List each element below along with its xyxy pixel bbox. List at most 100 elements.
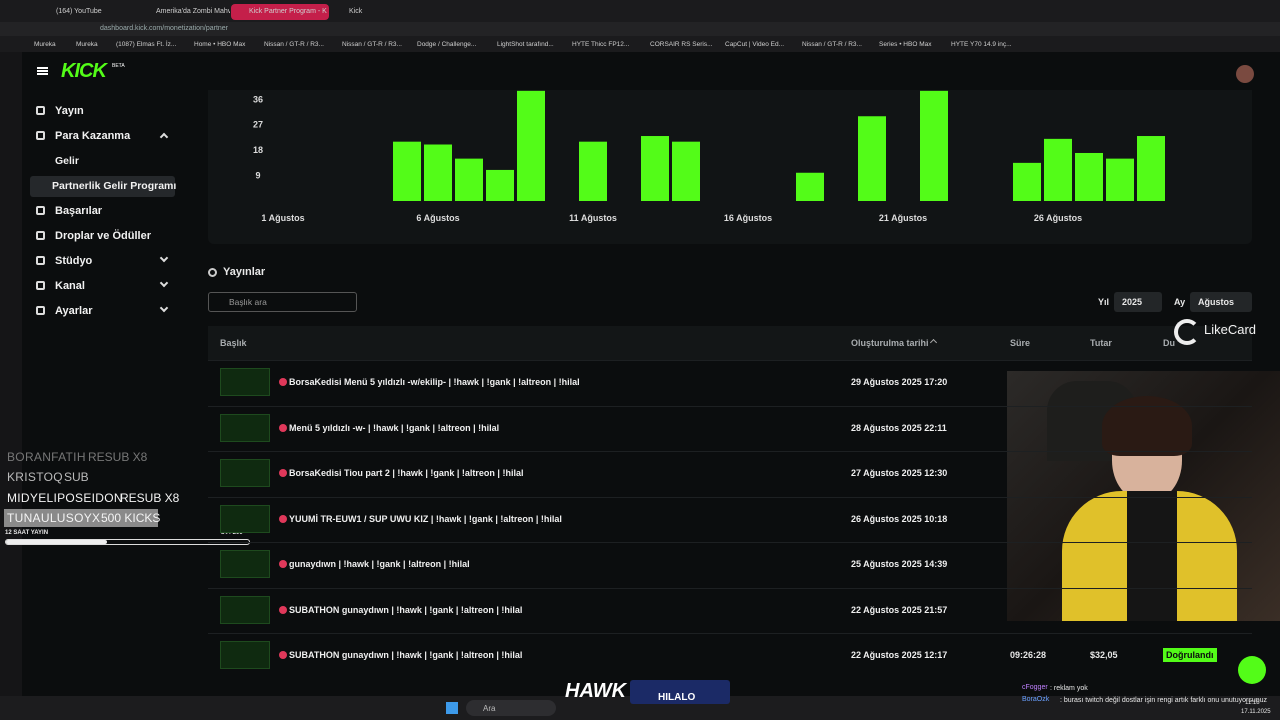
status-badge: Doğrulandı [1163, 648, 1217, 662]
bookmark[interactable]: Nissan / GT-R / R3... [802, 41, 862, 48]
row-divider [208, 405, 1252, 407]
stream-title[interactable]: SUBATHON gunaydıwn | !hawk | !gank | !al… [289, 604, 523, 615]
year-value: 2025 [1122, 297, 1143, 307]
thumbnail[interactable] [220, 595, 270, 624]
thumbnail[interactable] [220, 550, 270, 578]
nav-item[interactable]: Droplar ve Ödüller [55, 230, 151, 242]
bookmark[interactable]: CORSAIR RS Seris... [650, 41, 713, 48]
month-label: Ay [1174, 297, 1186, 307]
avatar[interactable] [1236, 65, 1254, 83]
row-divider [208, 496, 1252, 498]
chevron[interactable] [159, 303, 169, 313]
thumbnail[interactable] [220, 368, 270, 396]
thumbnail[interactable] [220, 459, 270, 487]
alert-type: RESUB X8 [120, 490, 180, 505]
y-tick-label: 18 [253, 145, 263, 155]
nav-icon [36, 306, 45, 315]
hawk-logo: HAWK [565, 680, 627, 702]
month-value: Ağustos [1198, 297, 1234, 307]
bar [455, 158, 483, 201]
thumbnail[interactable] [220, 413, 270, 442]
bookmark[interactable]: HYTE Y70 14.9 inç... [951, 41, 1012, 48]
beta-badge: BETA [112, 63, 125, 69]
x-tick-label: 21 Ağustos [879, 213, 927, 223]
tab[interactable]: Kick Partner Program - K [231, 4, 329, 20]
tab[interactable]: (164) YouTube [56, 8, 102, 15]
stream-title[interactable]: gunaydıwn | !hawk | !gank | !altreon | !… [289, 559, 470, 569]
likecard: LikeCard [1204, 322, 1257, 337]
x-tick-label: 1 Ağustos [261, 213, 304, 223]
nav-icon [36, 281, 45, 290]
live-dot [279, 605, 287, 614]
alert-bg [4, 508, 158, 527]
row-divider [208, 633, 1252, 634]
bookmark[interactable]: Mureka [76, 41, 98, 48]
menu-icon[interactable] [37, 67, 48, 75]
taskbar-search[interactable] [466, 700, 556, 716]
alert-name: KRISTOQ [7, 470, 63, 485]
bookmark[interactable]: Dodge / Challenge... [417, 41, 477, 48]
help-button[interactable] [1238, 656, 1266, 684]
stream-title[interactable]: BorsaKedisi Menü 5 yıldızlı -w/ekilip- |… [289, 377, 580, 387]
bookmark[interactable]: Series • HBO Max [879, 41, 932, 48]
live-dot [279, 423, 287, 432]
bar [1075, 152, 1103, 201]
date: 17.11.2025 [1241, 709, 1271, 715]
stream-title[interactable]: YUUMİ TR-EUW1 / SUP UWU KIZ | !hawk | !g… [289, 513, 562, 524]
column-header[interactable]: Süre [1010, 338, 1031, 348]
chevron[interactable] [159, 278, 169, 288]
nav-item[interactable]: Ayarlar [55, 305, 93, 317]
bookmark[interactable]: CapCut | Video Ed... [725, 41, 785, 48]
alert-type: 500 KICKS [101, 510, 161, 525]
alert-type: RESUB X8 [88, 450, 148, 464]
stream-title[interactable]: Menü 5 yıldızlı -w- | !hawk | !gank | !a… [289, 422, 500, 433]
kick-header [22, 52, 1280, 90]
bookmarks-bar [0, 36, 1280, 52]
tab[interactable]: Amerika'da Zombi Mahv [156, 8, 230, 15]
nav-icon [36, 106, 45, 115]
bookmark[interactable]: Mureka [34, 41, 56, 48]
year-select[interactable] [1114, 292, 1162, 312]
column-header[interactable]: Başlık [220, 338, 247, 348]
chat-message: : burası twitch değil dostlar işin rengi… [1060, 697, 1267, 704]
stream-date: 26 Ağustos 2025 10:18 [851, 513, 948, 524]
live-dot [279, 469, 287, 477]
nav-item[interactable]: Başarılar [55, 205, 103, 217]
bar [920, 90, 948, 201]
bookmark[interactable]: LightShot tarafınd... [497, 41, 554, 48]
bookmark[interactable]: HYTE Thicc FP12... [572, 41, 630, 48]
nav-item[interactable]: Stüdyo [55, 255, 93, 267]
bar [796, 172, 824, 201]
stream-title[interactable]: BorsaKedisi Tiou part 2 | !hawk | !gank … [289, 468, 524, 478]
nav-item[interactable]: Yayın [55, 105, 84, 117]
chart: 9 18 27 36 1 Ağustos 6 Ağustos 11 Ağustos 16 Ağ… [253, 90, 1165, 223]
bookmark[interactable]: Home • HBO Max [194, 41, 246, 48]
bookmark[interactable]: Nissan / GT-R / R3... [342, 41, 402, 48]
search-box[interactable] [208, 292, 357, 312]
live-dot [279, 378, 287, 386]
y-tick-label: 27 [253, 120, 263, 130]
hilalo-banner [630, 680, 730, 704]
thumbnail[interactable] [220, 504, 270, 533]
nav-item[interactable]: Gelir [55, 155, 79, 167]
column-header[interactable]: Du [1163, 338, 1175, 348]
url[interactable]: dashboard.kick.com/monetization/partner [100, 25, 229, 32]
progress-label: 12 SAAT YAYIN [5, 530, 49, 536]
column-header[interactable]: Oluşturulma tarihi [851, 338, 929, 348]
bookmark[interactable]: Nissan / GT-R / R3... [264, 41, 324, 48]
logo[interactable]: KICK [61, 60, 107, 82]
nav-item[interactable]: Kanal [55, 280, 85, 292]
month-select[interactable] [1190, 292, 1252, 312]
nav-item[interactable]: Para Kazanma [55, 130, 131, 142]
tab[interactable]: Kick [349, 8, 363, 15]
nav-item[interactable]: Partnerlik Gelir Programı [52, 180, 177, 192]
chevron[interactable] [159, 253, 169, 263]
start-button[interactable] [446, 702, 458, 714]
progress-fill [6, 540, 107, 544]
thumbnail[interactable] [220, 641, 270, 669]
bookmark[interactable]: (1087) Elmas Ft. İz... [116, 41, 177, 48]
column-header[interactable]: Tutar [1090, 338, 1112, 348]
progress-value: 84 / 200 [221, 530, 243, 536]
stream-title[interactable]: SUBATHON gunaydıwn | !hawk | !gank | !al… [289, 650, 523, 660]
